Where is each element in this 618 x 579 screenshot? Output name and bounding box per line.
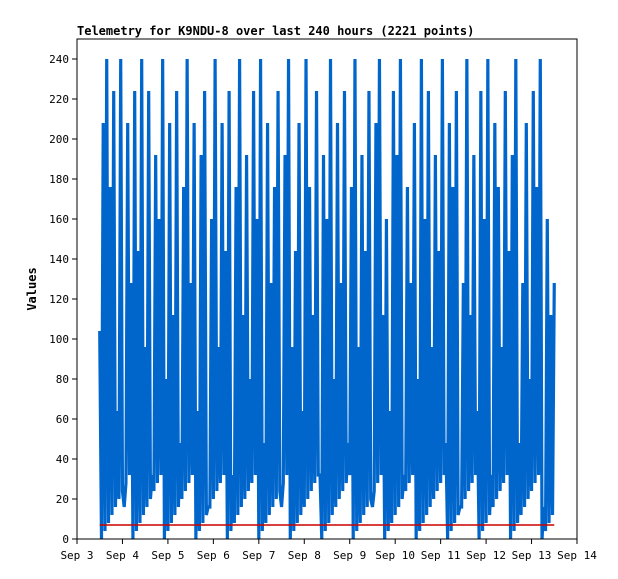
x-tick-label: Sep 4 <box>106 549 139 562</box>
y-tick-label: 140 <box>49 253 69 266</box>
y-tick-label: 180 <box>49 173 69 186</box>
y-tick-label: 160 <box>49 213 69 226</box>
chart-title: Telemetry for K9NDU-8 over last 240 hour… <box>77 24 474 38</box>
y-tick-label: 220 <box>49 93 69 106</box>
y-tick-label: 0 <box>62 533 69 546</box>
y-tick-label: 120 <box>49 293 69 306</box>
y-tick-label: 200 <box>49 133 69 146</box>
x-tick-label: Sep 5 <box>151 549 184 562</box>
plot-frame <box>76 38 578 540</box>
y-tick-label: 60 <box>56 413 69 426</box>
y-tick-label: 100 <box>49 333 69 346</box>
x-tick-label: Sep 6 <box>197 549 230 562</box>
series-line-telemetry <box>98 58 556 540</box>
x-tick-label: Sep 8 <box>288 549 321 562</box>
y-axis-ticks: 0 20 40 60 80 100 120 140 160 180 200 220 240 <box>49 53 77 546</box>
y-tick-label: 240 <box>49 53 69 66</box>
series-layer <box>98 58 556 540</box>
x-tick-label: Sep 14 <box>557 549 597 562</box>
y-tick-label: 20 <box>56 493 69 506</box>
x-axis-ticks: Sep 3 Sep 4 Sep 5 Sep 6 Sep 7 Sep 8 Sep 9 Sep 1… <box>60 539 597 562</box>
x-tick-label: Sep 11 <box>421 549 461 562</box>
x-tick-label: Sep 12 <box>466 549 506 562</box>
x-tick-label: Sep 7 <box>242 549 275 562</box>
x-tick-label: Sep 13 <box>512 549 552 562</box>
x-tick-label: Sep 3 <box>60 549 93 562</box>
x-tick-label: Sep 9 <box>333 549 366 562</box>
y-axis-label: Values <box>25 267 39 310</box>
x-tick-label: Sep 10 <box>375 549 415 562</box>
y-tick-label: 80 <box>56 373 69 386</box>
y-tick-label: 40 <box>56 453 69 466</box>
